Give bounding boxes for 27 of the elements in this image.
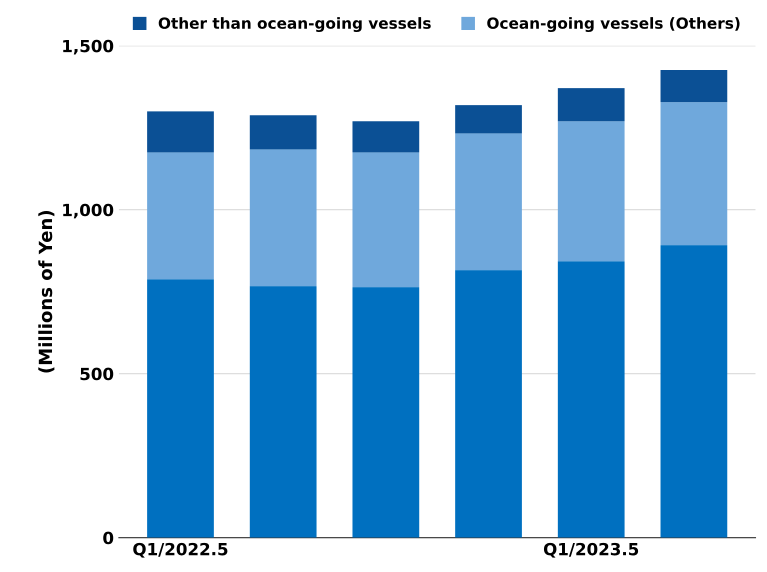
y-tick-label: 500 <box>80 368 114 380</box>
bar <box>147 152 214 280</box>
bar <box>352 121 420 152</box>
bar <box>352 287 420 538</box>
bar <box>147 279 214 538</box>
y-tick-label: 0 <box>103 532 114 544</box>
y-axis-title: (Millions of Yen) <box>38 210 54 372</box>
bar <box>558 121 625 262</box>
bar <box>455 105 522 134</box>
bar <box>558 88 625 122</box>
bar <box>250 149 317 286</box>
bar <box>455 270 522 538</box>
bar <box>455 133 522 270</box>
bar <box>250 286 317 538</box>
bar <box>660 102 728 246</box>
bar <box>660 245 728 538</box>
x-tick-label: Q1/2023.5 <box>544 542 638 558</box>
bar <box>660 70 728 102</box>
legend-label: Other than ocean-going vessels <box>158 17 431 32</box>
y-tick-label: 1,500 <box>63 40 114 54</box>
y-tick-label: 1,000 <box>63 204 114 218</box>
legend-label: Ocean-going vessels (Others) <box>487 17 740 32</box>
bar <box>352 152 420 288</box>
x-tick-label: Q1/2022.5 <box>133 542 228 558</box>
bar <box>147 111 214 152</box>
bar <box>250 115 317 150</box>
bar <box>558 261 625 538</box>
